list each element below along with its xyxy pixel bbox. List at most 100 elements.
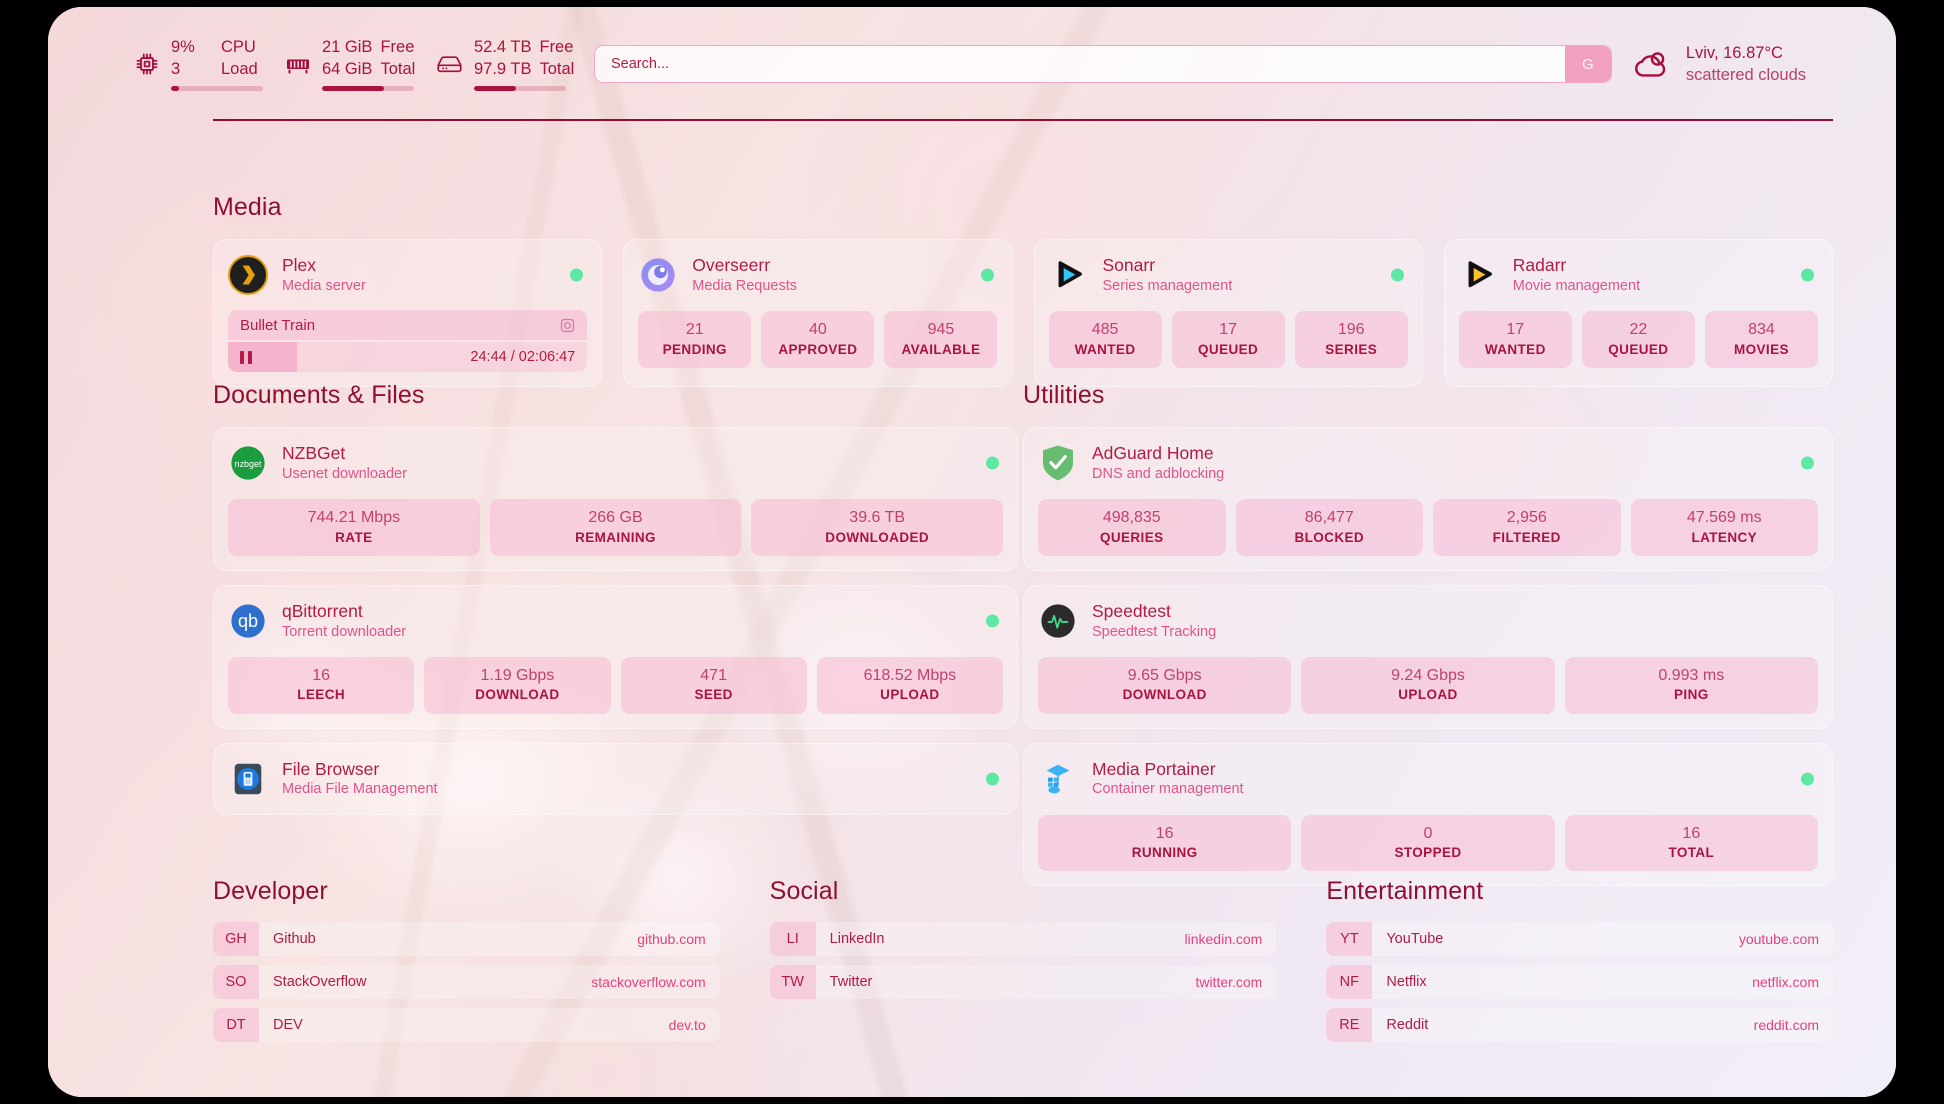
playback-progress-bar[interactable]: [228, 342, 298, 372]
stat-value: 40: [808, 321, 827, 338]
stat-tile: 86,477 BLOCKED: [1235, 499, 1423, 556]
cast-icon[interactable]: [560, 318, 575, 333]
pause-icon[interactable]: [240, 350, 252, 364]
stat-tile: 744.21 Mbps RATE: [228, 499, 480, 556]
service-subtitle: Container management: [1092, 781, 1244, 798]
stat-tile: 0.993 ms PING: [1564, 656, 1818, 714]
service-card-adguard-home[interactable]: AdGuard Home DNS and adblocking 498,835 …: [1023, 427, 1833, 571]
portainer-icon: [1038, 759, 1078, 799]
speedtest-icon: [1038, 601, 1078, 641]
service-card-media-portainer[interactable]: Media Portainer Container management 16 …: [1023, 742, 1833, 887]
disk-label-bottom: Total: [539, 60, 575, 78]
service-name: Overseerr: [692, 255, 771, 276]
adguard-icon: [1038, 443, 1078, 483]
cloud-icon: [1630, 48, 1672, 80]
bookmark-name: Netflix: [1386, 974, 1427, 990]
bookmark-name: StackOverflow: [273, 974, 367, 990]
stat-tile: 17 WANTED: [1458, 311, 1572, 368]
section-documents: Documents & Files nzbget NZBGet Usenet d…: [213, 381, 1018, 815]
service-card-sonarr[interactable]: Sonarr Series management 485 WANTED 17 Q…: [1033, 239, 1423, 387]
stat-value: 39.6 TB: [849, 509, 906, 526]
stat-label: DOWNLOADED: [825, 529, 930, 545]
stat-tile: 2,956 FILTERED: [1433, 499, 1621, 556]
header-divider: [213, 119, 1833, 121]
stat-tile: 16 RUNNING: [1038, 814, 1292, 872]
bookmark-item-linkedin[interactable]: LI LinkedIn linkedin.com: [769, 922, 1277, 956]
filebrowser-icon: [228, 759, 268, 799]
stat-label: RUNNING: [1131, 845, 1198, 861]
service-card-file-browser[interactable]: File Browser Media File Management: [213, 742, 1018, 815]
bookmark-group-title: Entertainment: [1326, 877, 1484, 905]
status-badge-online: [1801, 268, 1814, 282]
system-stat-disk[interactable]: 52.4 TB 97.9 TB Free Total: [436, 37, 574, 91]
stat-value: 0.993 ms: [1658, 666, 1725, 684]
stat-tile: 196 SERIES: [1294, 311, 1408, 368]
bookmark-item-github[interactable]: GH Github github.com: [213, 922, 720, 956]
disk-value-top: 52.4 TB: [474, 38, 532, 57]
service-name: Media Portainer: [1092, 759, 1216, 779]
status-badge-online: [986, 456, 999, 470]
bookmark-item-netflix[interactable]: NF Netflix netflix.com: [1326, 965, 1834, 999]
bookmark-name: Twitter: [829, 974, 873, 990]
section-title-documents: Documents & Files: [213, 381, 425, 409]
bookmark-group-title: Social: [769, 877, 839, 905]
stat-label: TOTAL: [1668, 845, 1715, 861]
status-badge-online: [1390, 268, 1404, 282]
stat-label: STOPPED: [1394, 845, 1462, 861]
bookmark-item-youtube[interactable]: YT YouTube youtube.com: [1326, 922, 1834, 956]
service-card-overseerr[interactable]: Overseerr Media Requests 21 PENDING 40 A…: [623, 239, 1013, 387]
stat-label: PENDING: [662, 341, 727, 357]
stat-tile: 16 LEECH: [228, 656, 415, 714]
stat-label: UPLOAD: [880, 687, 940, 703]
svg-text:nzbget: nzbget: [235, 459, 262, 469]
plex-player[interactable]: Bullet Train 24:44 / 02:06:4: [228, 310, 588, 372]
service-subtitle: Speedtest Tracking: [1092, 623, 1217, 640]
service-name: qBittorrent: [282, 601, 363, 622]
bookmark-group-title: Developer: [213, 877, 328, 905]
weather-widget[interactable]: Lviv, 16.87°C scattered clouds: [1630, 42, 1810, 87]
memory-usage-bar: [322, 85, 414, 91]
stat-tile: 39.6 TB DOWNLOADED: [751, 499, 1004, 556]
stat-value: 17: [1506, 321, 1525, 338]
service-subtitle: Media Requests: [692, 277, 798, 294]
service-name: Radarr: [1512, 255, 1567, 276]
memory-label-top: Free: [380, 38, 415, 57]
memory-value-bottom: 64 GiB: [322, 60, 373, 78]
bookmark-badge: SO: [213, 965, 259, 999]
search-input[interactable]: [595, 46, 1565, 82]
service-subtitle: Media File Management: [282, 781, 438, 798]
stat-value: 618.52 Mbps: [863, 666, 957, 684]
service-subtitle: Series management: [1102, 277, 1233, 294]
system-stat-cpu[interactable]: 9% 3 CPU Load: [134, 37, 263, 91]
service-subtitle: Torrent downloader: [282, 623, 407, 640]
service-card-plex[interactable]: Plex Media server Bullet Train: [213, 239, 603, 387]
section-utilities: Utilities AdGuard Home DNS and adblockin…: [1023, 381, 1833, 887]
bookmark-name: Github: [273, 931, 316, 947]
status-badge-online: [986, 772, 999, 786]
search-box[interactable]: G: [594, 45, 1612, 83]
stat-value: 266 GB: [588, 509, 643, 526]
stat-value: 834: [1748, 321, 1775, 338]
status-badge-online: [980, 268, 994, 282]
service-subtitle: DNS and adblocking: [1092, 465, 1225, 482]
service-card-nzbget[interactable]: nzbget NZBGet Usenet downloader 744.21 M…: [213, 427, 1018, 571]
stat-label: SEED: [694, 687, 733, 703]
stat-tile: 834 MOVIES: [1704, 311, 1818, 368]
bookmark-item-reddit[interactable]: RE Reddit reddit.com: [1326, 1008, 1834, 1042]
service-card-qbittorrent[interactable]: qb qBittorrent Torrent downloader 16 LEE…: [213, 584, 1018, 729]
stat-tile: 47.569 ms LATENCY: [1630, 499, 1818, 556]
service-card-radarr[interactable]: Radarr Movie management 17 WANTED 22 QUE…: [1443, 239, 1833, 387]
service-card-speedtest[interactable]: Speedtest Speedtest Tracking 9.65 Gbps D…: [1023, 584, 1833, 729]
bookmark-item-stackoverflow[interactable]: SO StackOverflow stackoverflow.com: [213, 965, 720, 999]
bookmark-item-twitter[interactable]: TW Twitter twitter.com: [769, 965, 1277, 999]
service-subtitle: Usenet downloader: [282, 465, 407, 482]
status-badge-online: [1801, 456, 1814, 470]
stat-value: 47.569 ms: [1686, 509, 1762, 526]
search-engine-button[interactable]: G: [1564, 46, 1611, 82]
status-badge-online: [1801, 772, 1814, 786]
bookmark-url: stackoverflow.com: [591, 974, 706, 990]
system-stat-memory[interactable]: 21 GiB 64 GiB Free Total: [285, 37, 415, 91]
dashboard-header: 9% 3 CPU Load: [134, 21, 1810, 107]
bookmark-item-dev[interactable]: DT DEV dev.to: [213, 1008, 720, 1042]
stat-value: 0: [1423, 824, 1433, 842]
